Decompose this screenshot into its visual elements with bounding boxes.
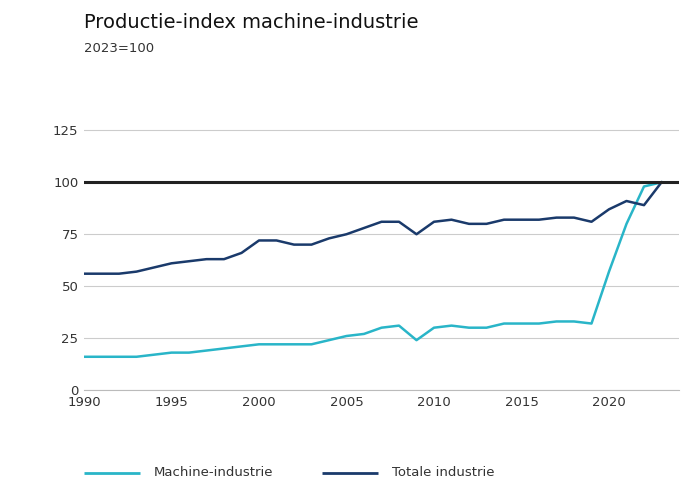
Text: Machine-industrie: Machine-industrie xyxy=(154,466,274,479)
Text: Productie-index machine-industrie: Productie-index machine-industrie xyxy=(84,12,419,32)
Text: Totale industrie: Totale industrie xyxy=(392,466,494,479)
Text: 2023=100: 2023=100 xyxy=(84,42,154,56)
